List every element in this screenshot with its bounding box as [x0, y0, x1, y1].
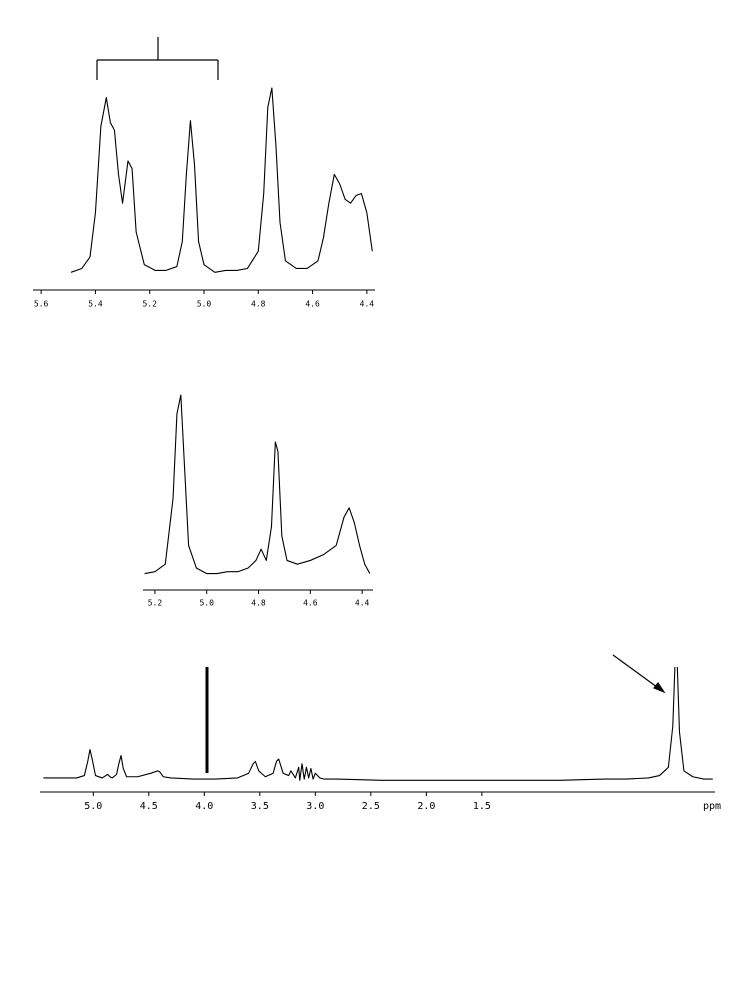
x-tick-label: 4.4 — [355, 599, 370, 608]
x-tick-label: 5.2 — [148, 599, 163, 608]
x-tick-label: 5.6 — [34, 300, 49, 309]
x-tick-label: 4.8 — [251, 599, 266, 608]
bracket — [96, 37, 219, 80]
x-tick-label: 5.0 — [199, 599, 214, 608]
spectrum-chart: 5.6 5.4 5.2 5.0 4.8 4.6 4.4 — [33, 87, 375, 309]
x-tick-label: 5.0 — [197, 300, 212, 309]
x-tick-label: 1.5 — [473, 801, 491, 812]
arrow-shaft — [612, 654, 662, 691]
x-tick-label: 4.5 — [140, 801, 158, 812]
x-tick-label: 4.6 — [305, 300, 320, 309]
spectrum-chart: 5.2 5.0 4.8 4.6 4.4 — [143, 394, 373, 608]
x-tick-label: 4.4 — [360, 300, 375, 309]
x-tick-label: 4.8 — [251, 300, 266, 309]
arrow-head — [653, 681, 666, 694]
x-tick-label: 5.4 — [88, 300, 103, 309]
x-tick-label: 3.5 — [251, 801, 269, 812]
x-tick-label: 5.2 — [142, 300, 157, 309]
arrow — [612, 654, 666, 694]
x-tick-label: 4.0 — [195, 801, 213, 812]
spectrum-line — [70, 87, 373, 273]
spectrum-line — [43, 667, 713, 781]
x-tick-label: 2.5 — [362, 801, 380, 812]
x-tick-label: 2.0 — [417, 801, 435, 812]
x-axis-label: ppm — [703, 801, 721, 812]
x-tick-label: 3.0 — [306, 801, 324, 812]
spectrum-chart: 5.0 4.5 4.0 3.5 3.0 2.5 2.0 1.5 ppm — [40, 667, 721, 812]
spectrum-line — [144, 394, 371, 575]
x-tick-label: 5.0 — [84, 801, 102, 812]
x-tick-label: 4.6 — [303, 599, 318, 608]
